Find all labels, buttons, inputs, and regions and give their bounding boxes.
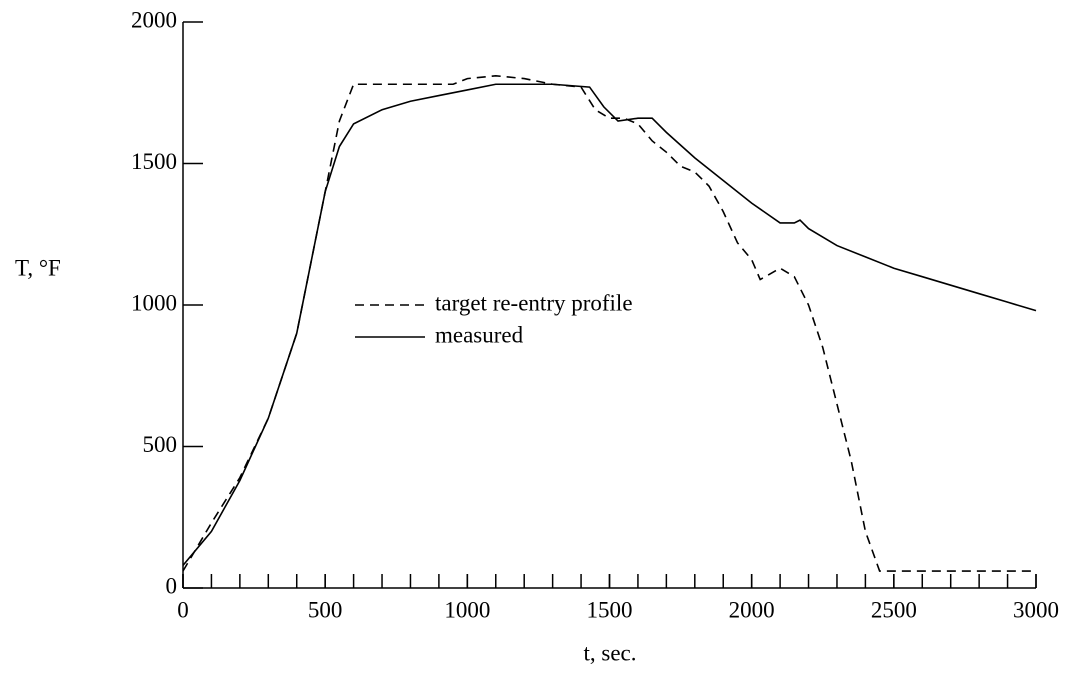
x-tick-label: 0 xyxy=(177,597,189,622)
y-tick-label: 0 xyxy=(166,573,178,598)
series-line xyxy=(182,83,1037,566)
x-axis-label: t, sec. xyxy=(583,640,636,665)
x-tick-label: 2000 xyxy=(729,597,775,622)
series-line xyxy=(182,74,1036,572)
x-tick-label: 3000 xyxy=(1013,597,1059,622)
x-tick-label: 500 xyxy=(308,597,343,622)
legend-label: measured xyxy=(435,322,524,347)
x-tick-label: 2500 xyxy=(871,597,917,622)
y-tick-label: 1000 xyxy=(131,290,177,315)
y-tick-label: 1500 xyxy=(131,149,177,174)
x-tick-label: 1500 xyxy=(587,597,633,622)
legend-label: target re-entry profile xyxy=(435,290,633,315)
y-tick-label: 2000 xyxy=(131,7,177,32)
x-tick-label: 1000 xyxy=(444,597,490,622)
y-tick-label: 500 xyxy=(143,432,178,457)
y-axis-label: T, °F xyxy=(15,255,61,280)
